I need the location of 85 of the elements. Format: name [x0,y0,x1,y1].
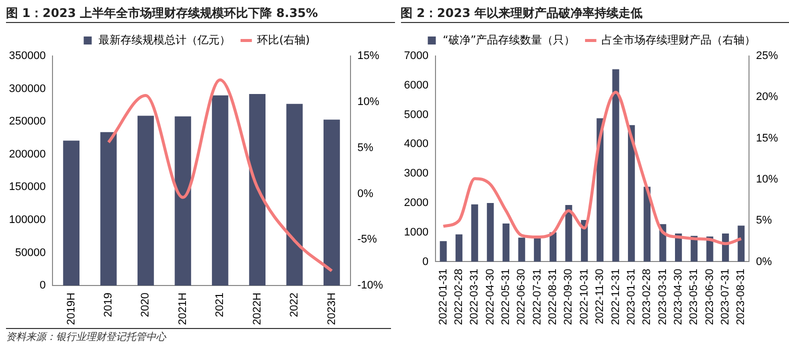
bar [439,241,446,262]
bar [737,226,744,262]
line-series [107,78,334,272]
y-tick-label: 0 [422,256,428,268]
x-tick-label: 2022 [288,292,301,318]
y2-tick-label: 5% [755,214,772,227]
y2-tick-label: 10% [755,173,778,186]
bar [502,224,509,262]
bar [627,125,634,262]
y-tick-label: 100000 [8,214,46,226]
y2-tick-label: 20% [755,91,778,104]
bar [249,94,266,286]
y-tick-label: 7000 [403,50,428,62]
x-tick-label: 2023-05-31 [688,268,700,326]
x-tick-label: 2022-09-30 [562,268,574,326]
x-tick-label: 2022H [251,292,264,326]
x-tick-label: 2022-11-30 [594,268,606,324]
x-tick-label: 2022-05-31 [500,268,512,326]
legend-label: “破净”产品存续数量（只） [442,33,575,46]
y-tick-label: 250000 [8,116,46,128]
y-tick-label: 1000 [403,226,428,238]
chart-title: 图 2：2023 年以来理财产品破净率持续走低 [400,4,789,23]
legend-label: 最新存续规模总计（亿元） [98,33,231,46]
x-tick-label: 2020 [140,292,152,318]
y-tick-label: 5000 [403,108,428,121]
bar [455,234,462,262]
bar [643,186,650,262]
y-tick-label: 200000 [8,148,46,160]
y2-tick-label: 10% [357,96,380,108]
bar [286,104,303,286]
y2-tick-label: -5% [357,234,378,246]
y2-tick-label: -10% [357,280,384,292]
y2-tick-label: 15% [357,50,380,62]
x-tick-label: 2023-08-31 [734,268,747,326]
y-tick-label: 6000 [403,79,428,92]
y2-tick-label: 15% [755,132,778,144]
bar [63,140,80,286]
y-tick-label: 2000 [403,196,428,209]
y2-tick-label: 0% [755,256,772,268]
y-tick-label: 50000 [15,246,46,259]
x-tick-label: 2022-06-30 [515,268,528,326]
bar [470,204,478,262]
x-tick-label: 2021 [214,292,226,318]
y2-tick-label: 5% [357,142,374,154]
bar [518,238,525,262]
x-tick-label: 2022-02-28 [452,268,465,326]
x-tick-label: 2023-03-31 [656,268,668,326]
x-tick-label: 2022-03-31 [468,268,480,326]
x-tick-label: 2023-04-30 [672,268,684,326]
x-tick-label: 2022-08-31 [546,268,559,326]
y-tick-label: 4000 [403,138,428,150]
y-tick-label: 350000 [8,50,46,62]
x-tick-label: 2023-02-28 [640,268,653,326]
y-tick-label: 0 [40,280,46,292]
legend-label: 占全市场存续理财产品（右轴） [601,33,756,46]
x-tick-label: 2019H [65,292,78,326]
x-tick-label: 2021H [176,292,189,326]
bar [549,232,556,262]
y2-tick-label: 0% [357,188,374,200]
y-tick-label: 300000 [8,82,46,95]
x-tick-label: 2022-01-31 [436,268,449,326]
legend-label: 环比(右轴) [257,33,310,46]
line-series [441,90,742,246]
x-tick-label: 2023-01-31 [624,268,637,326]
x-tick-label: 2022-04-30 [484,268,496,326]
bar [138,116,154,286]
bar [324,120,340,286]
x-tick-label: 2022-10-31 [578,268,590,326]
bar [533,238,540,262]
x-tick-label: 2022-12-31 [609,268,622,326]
bar [174,116,192,286]
bar [212,95,228,286]
y2-tick-label: 25% [755,50,778,62]
y-tick-label: 150000 [8,181,46,194]
bar [486,202,494,262]
x-tick-label: 2023H [326,292,338,326]
chart-title: 图 1：2023 上半年全市场理财存续规模环比下降 8.35% [6,4,394,23]
x-tick-label: 2023-07-31 [719,268,731,326]
x-tick-label: 2022-07-31 [530,268,543,326]
bar [612,69,619,262]
y-tick-label: 3000 [403,168,428,180]
x-tick-label: 2019 [102,292,115,318]
x-tick-label: 2023-06-30 [703,268,716,326]
text: 资料来源：银行业理财登记托管中心 [6,328,390,347]
bar [100,132,117,286]
